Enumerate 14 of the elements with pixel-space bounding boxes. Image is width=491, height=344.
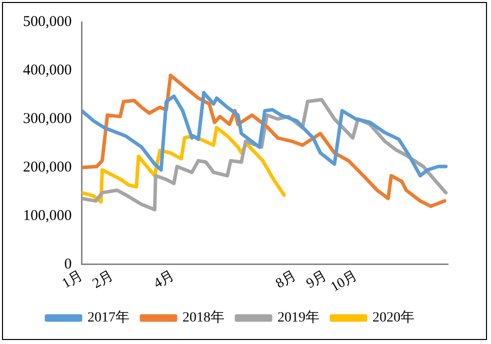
legend-label: 2017年 (88, 310, 130, 326)
legend-label: 2018年 (182, 310, 224, 326)
y-tick-label: 300,000 (23, 110, 72, 127)
legend-label: 2020年 (372, 310, 414, 326)
y-tick-label: 100,000 (23, 208, 72, 224)
y-tick-label: 400,000 (23, 62, 72, 78)
y-tick-label: 200,000 (23, 159, 72, 176)
legend-label: 2019年 (278, 310, 320, 326)
x-tick-label: 2月 (90, 268, 116, 292)
x-tick-label: 8月 (274, 268, 300, 292)
x-tick-label: 10月 (328, 268, 360, 296)
x-tick-label: 9月 (304, 268, 330, 292)
x-tick-label: 4月 (151, 268, 178, 292)
y-tick-label: 500,000 (23, 14, 72, 30)
